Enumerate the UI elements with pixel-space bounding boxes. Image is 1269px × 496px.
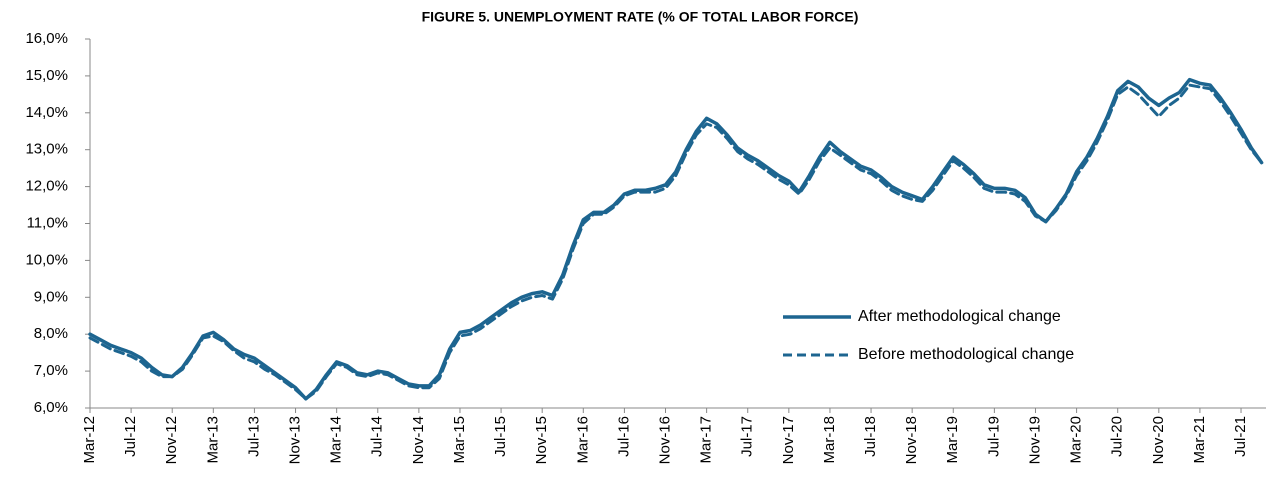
x-tick-label: Nov-18 xyxy=(903,416,920,464)
x-tick-label: Mar-18 xyxy=(821,416,838,464)
x-tick-label: Mar-13 xyxy=(204,416,221,464)
x-tick-label: Nov-17 xyxy=(780,416,797,464)
y-tick-label: 10,0% xyxy=(25,251,68,268)
y-tick-label: 9,0% xyxy=(34,288,68,305)
x-tick-label: Mar-14 xyxy=(328,416,345,464)
x-tick-label: Jul-20 xyxy=(1109,416,1126,457)
x-tick-label: Nov-13 xyxy=(287,416,304,464)
x-tick-label: Mar-15 xyxy=(451,416,468,464)
x-tick-label: Mar-19 xyxy=(944,416,961,464)
y-tick-label: 13,0% xyxy=(25,141,68,158)
x-tick-label: Jul-15 xyxy=(492,416,509,457)
y-tick-label: 16,0% xyxy=(25,30,68,47)
x-tick-label: Nov-20 xyxy=(1150,416,1167,464)
y-tick-label: 8,0% xyxy=(34,325,68,342)
legend-label: After methodological change xyxy=(858,308,1061,325)
y-tick-label: 6,0% xyxy=(34,399,68,416)
x-tick-label: Jul-17 xyxy=(739,416,756,457)
y-tick-label: 15,0% xyxy=(25,67,68,84)
x-tick-label: Nov-12 xyxy=(163,416,180,464)
x-tick-label: Mar-20 xyxy=(1068,416,1085,464)
x-tick-label: Jul-14 xyxy=(369,416,386,457)
x-tick-label: Jul-13 xyxy=(245,416,262,457)
series-line xyxy=(88,77,1264,401)
x-tick-label: Nov-19 xyxy=(1026,416,1043,464)
x-tick-label: Nov-14 xyxy=(410,416,427,464)
x-tick-label: Jul-19 xyxy=(985,416,1002,457)
chart-title: FIGURE 5. UNEMPLOYMENT RATE (% OF TOTAL … xyxy=(422,9,859,25)
x-tick-label: Mar-21 xyxy=(1191,416,1208,464)
y-tick-label: 14,0% xyxy=(25,104,68,121)
y-tick-label: 7,0% xyxy=(34,362,68,379)
x-tick-label: Jul-21 xyxy=(1232,416,1249,457)
x-tick-label: Mar-16 xyxy=(574,416,591,464)
y-tick-label: 12,0% xyxy=(25,178,68,195)
x-tick-label: Jul-16 xyxy=(615,416,632,457)
x-tick-label: Nov-15 xyxy=(533,416,550,464)
series-line xyxy=(88,83,1264,401)
legend-label: Before methodological change xyxy=(858,346,1074,363)
x-tick-label: Mar-12 xyxy=(81,416,98,464)
x-tick-label: Jul-12 xyxy=(122,416,139,457)
y-tick-label: 11,0% xyxy=(27,214,68,231)
x-tick-label: Nov-16 xyxy=(656,416,673,464)
x-tick-label: Jul-18 xyxy=(862,416,879,457)
x-tick-label: Mar-17 xyxy=(698,416,715,464)
